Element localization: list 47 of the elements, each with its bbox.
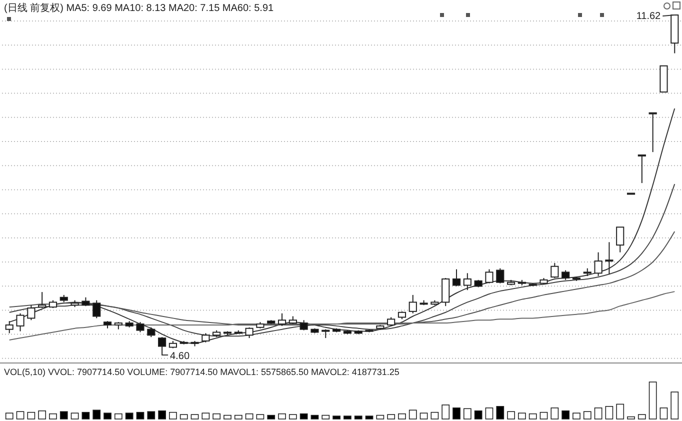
candlestick: [5, 320, 14, 334]
candlestick: [300, 320, 308, 331]
bar: [452, 408, 460, 420]
candlestick: [452, 268, 461, 287]
candlestick: [605, 242, 614, 275]
bar: [496, 406, 504, 420]
bar: [104, 412, 112, 420]
candlestick: [496, 268, 504, 284]
bar: [92, 410, 101, 420]
candlestick: [550, 262, 559, 278]
candlestick: [202, 332, 210, 343]
candlestick: [38, 292, 46, 309]
bar: [562, 410, 570, 420]
bar: [300, 413, 308, 420]
candlestick: [278, 312, 286, 326]
chart-title: (日线 前复权) MA5: 9.69 MA10: 8.13 MA20: 7.15 MA60: 5.91: [4, 2, 274, 14]
candlestick: [463, 272, 472, 291]
candlestick: [638, 154, 646, 184]
bar: [147, 411, 156, 420]
candlestick: [485, 268, 494, 284]
candlestick: [442, 277, 450, 307]
bar: [158, 410, 166, 420]
annotation: 4.60: [170, 351, 190, 362]
candlestick: [147, 326, 156, 338]
candlestick: [136, 322, 144, 333]
bar: [354, 416, 362, 420]
annotation: 11.62: [636, 11, 662, 22]
bar: [136, 412, 144, 420]
candlestick: [408, 294, 417, 314]
candlestick: [616, 226, 624, 253]
candlestick: [648, 112, 657, 153]
bar: [267, 414, 276, 420]
candlestick: [245, 326, 254, 339]
bar: [344, 416, 352, 420]
bar: [60, 411, 68, 420]
candlestick: [16, 312, 24, 332]
bar: [310, 414, 319, 420]
candlestick: [594, 252, 602, 277]
candlestick: [562, 270, 570, 280]
candlestick: [92, 300, 101, 319]
bar: [82, 412, 90, 420]
bar: [125, 412, 134, 420]
chart-title: VOL(5,10) VVOL: 7907714.50 VOLUME: 7907714.50 MAVOL1: 5575865.50 MAVOL2: 4187731.25: [4, 367, 400, 377]
candlestick: [27, 304, 36, 321]
bar: [332, 416, 340, 420]
bar: [474, 410, 482, 420]
bar: [365, 416, 374, 420]
